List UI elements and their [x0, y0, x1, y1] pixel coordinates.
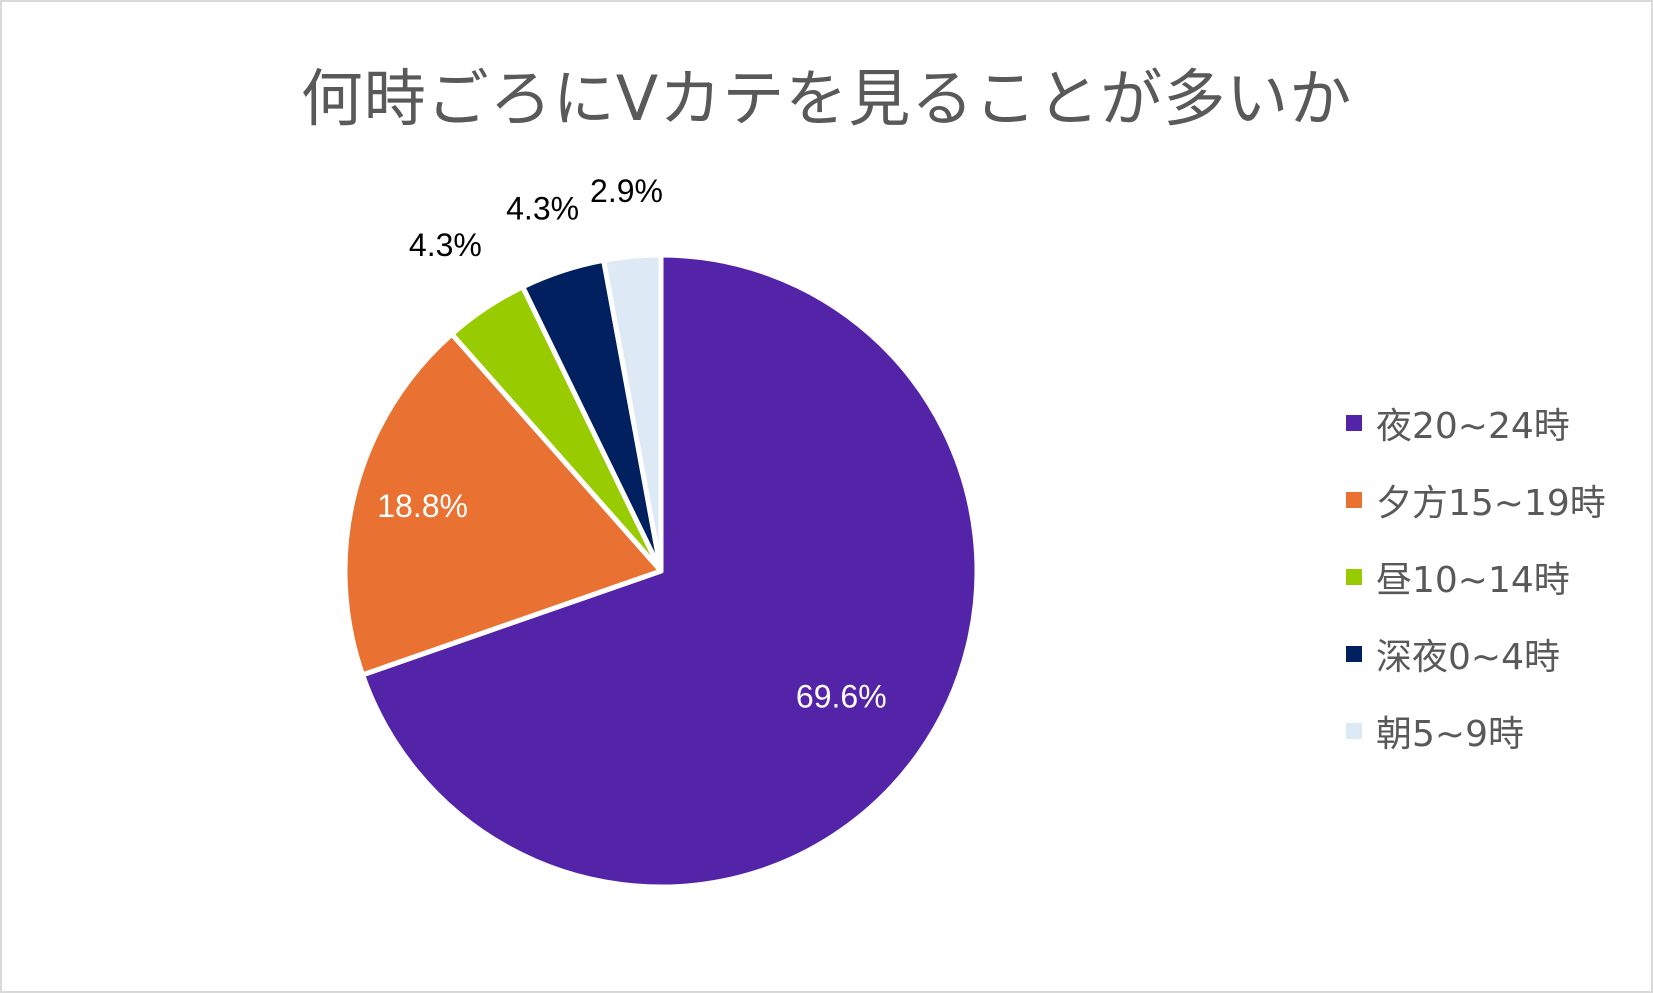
- data-label-morning: 2.9%: [590, 173, 663, 209]
- data-label-night: 69.6%: [796, 679, 887, 715]
- pie-slice-evening: [342, 331, 664, 678]
- legend-item-evening: 夕方15~19時: [1346, 461, 1606, 538]
- legend-label: 夕方15~19時: [1376, 482, 1606, 524]
- legend-item-late-night: 深夜0~4時: [1346, 615, 1606, 692]
- data-label-evening: 18.8%: [377, 488, 468, 524]
- legend-item-morning: 朝5~9時: [1346, 692, 1606, 769]
- legend-swatch: [1346, 414, 1362, 431]
- pie-slice-night: [360, 252, 980, 890]
- data-label-noon: 4.3%: [409, 227, 482, 263]
- legend-swatch: [1346, 568, 1362, 585]
- legend-swatch: [1346, 722, 1362, 739]
- chart-legend: 夜20~24時 夕方15~19時 昼10~14時 深夜0~4時 朝5~9時: [1346, 384, 1606, 769]
- legend-item-night: 夜20~24時: [1346, 384, 1606, 461]
- legend-swatch: [1346, 491, 1362, 508]
- pie-slice-morning: [601, 252, 664, 574]
- legend-item-noon: 昼10~14時: [1346, 538, 1606, 615]
- legend-label: 深夜0~4時: [1376, 636, 1560, 678]
- legend-label: 昼10~14時: [1376, 559, 1570, 601]
- chart-title: 何時ごろにVカテを見ることが多いか: [300, 62, 1353, 135]
- legend-swatch: [1346, 645, 1362, 662]
- data-label-late-night: 4.3%: [506, 190, 579, 226]
- legend-label: 朝5~9時: [1376, 713, 1524, 755]
- legend-label: 夜20~24時: [1376, 405, 1570, 447]
